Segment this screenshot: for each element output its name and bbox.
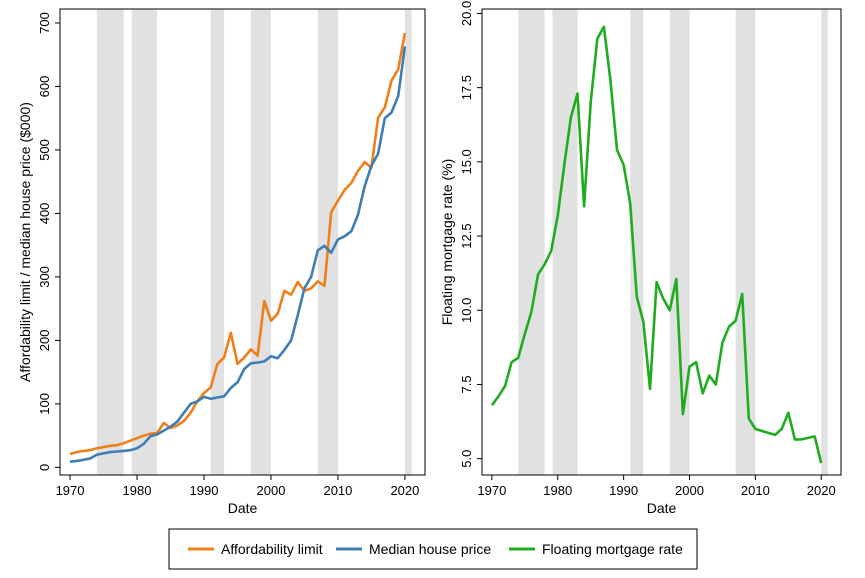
y-tick-label: 5.0 [459,450,474,468]
y-tick-label: 100 [37,393,52,415]
plot-frame [481,8,842,476]
legend-label-affordability: Affordability limit [221,541,323,557]
x-tick-label: 2020 [390,483,419,498]
series-line-floating-mortgage-rate [490,25,823,464]
right-panel-mortgage-rate: 1970 1980 1990 2000 2010 2020 5.0 7.5 10.0 12.5 15… [439,1,842,516]
left-panel-house-prices: 1970 1980 1990 2000 2010 2020 0 100 200 300 400 500… [17,8,426,516]
x-tick-label: 1980 [123,483,152,498]
y-tick-label: 15.0 [459,149,474,174]
y-tick-label: 600 [37,76,52,98]
x-tick-label: 1980 [543,483,572,498]
recession-band [404,9,412,475]
y-tick-label: 7.5 [459,375,474,393]
legend-frame [168,528,698,570]
x-tick-label: 2020 [807,483,836,498]
x-tick-label: 1990 [609,483,638,498]
y-tick-label: 300 [37,266,52,288]
x-tick-label: 1970 [477,483,506,498]
legend-label-median-price: Median house price [369,541,491,557]
y-tick-label: 20.0 [459,1,474,26]
y-axis-title: Affordability limit / median house price… [17,102,33,382]
y-tick-label: 12.5 [459,223,474,248]
x-axis-title: Date [228,500,258,516]
series-line-median-house-price [69,46,407,463]
series-line-affordability-limit [69,32,407,456]
y-tick-label: 17.5 [459,75,474,100]
x-tick-label: 2010 [741,483,770,498]
y-tick-label: 200 [37,330,52,352]
y-tick-label: 400 [37,203,52,225]
x-tick-label: 1990 [190,483,219,498]
y-tick-label: 500 [37,139,52,161]
recession-band [210,9,225,475]
y-axis-title: Floating mortgage rate (%) [439,159,455,326]
x-axis-title: Date [647,500,677,516]
recession-band [669,9,690,475]
legend: Affordability limit Median house price F… [168,528,698,570]
recession-band [630,9,644,475]
recession-band [96,9,124,475]
recession-band [735,9,756,475]
y-tick-label: 0 [37,464,52,471]
x-tick-label: 2000 [675,483,704,498]
x-tick-label: 2010 [323,483,352,498]
x-tick-label: 2000 [257,483,286,498]
recession-band [552,9,578,475]
legend-label-mortgage-rate: Floating mortgage rate [542,541,683,557]
recession-band [518,9,545,475]
y-tick-label: 10.0 [459,298,474,323]
plot-frame [59,8,426,476]
recession-band [821,9,828,475]
x-tick-label: 1970 [56,483,85,498]
y-tick-label: 700 [37,12,52,34]
recession-band [250,9,271,475]
recession-band [131,9,158,475]
